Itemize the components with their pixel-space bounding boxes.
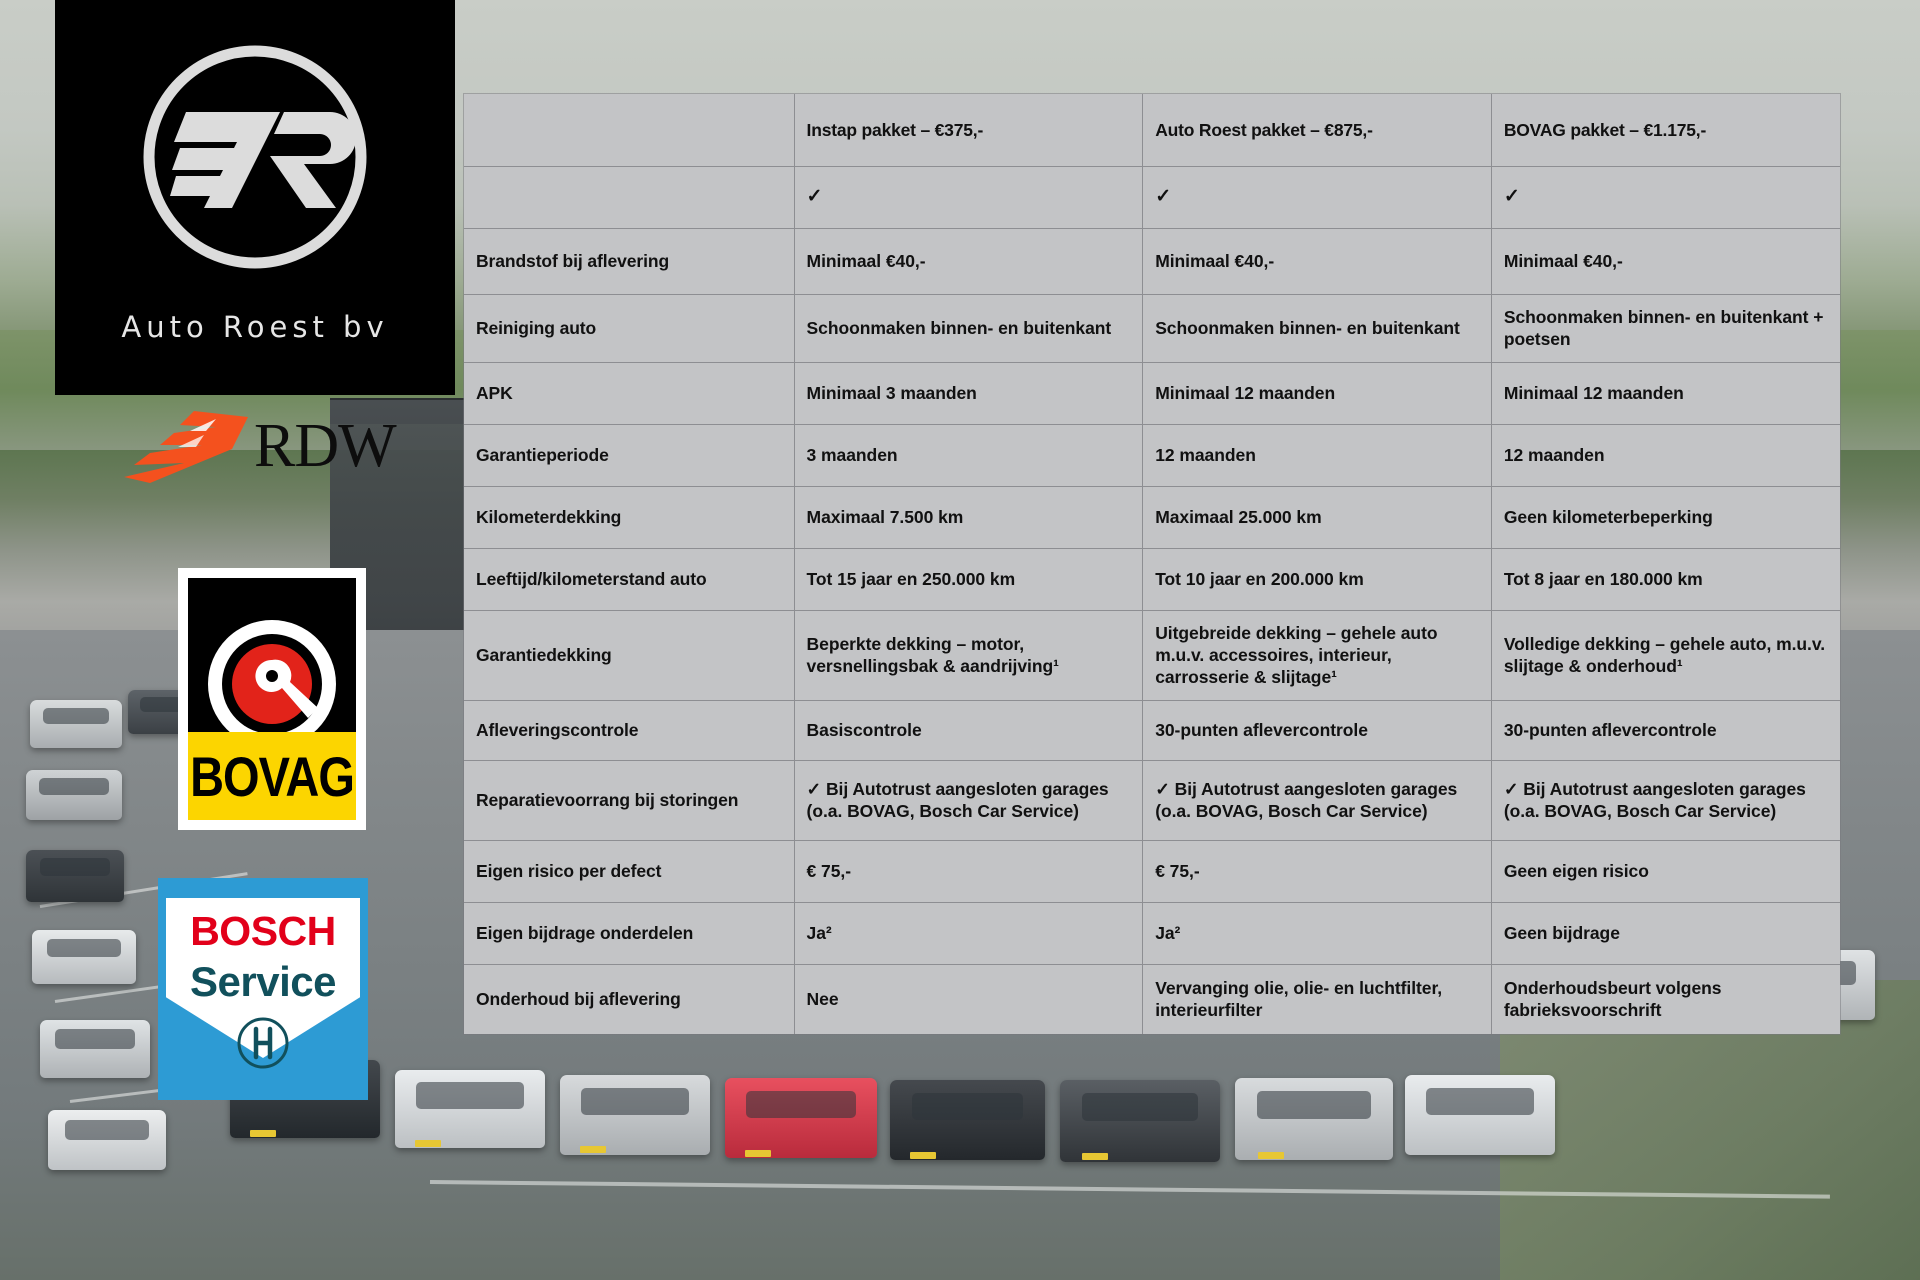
cell-leeftijd-bovag: Tot 8 jaar en 180.000 km (1491, 548, 1840, 611)
bosch-wordmark: BOSCH (190, 908, 336, 954)
rdw-certification-logo: RDW (120, 398, 420, 493)
table-row: Eigen bijdrage onderdelen Ja² Ja² Geen b… (464, 902, 1840, 965)
bosch-armature-icon (237, 1017, 289, 1069)
row-label-onderhoud: Onderhoud bij aflevering (464, 964, 795, 1035)
table-row: Eigen risico per defect € 75,- € 75,- Ge… (464, 840, 1840, 903)
cell-brandstof-autoroest: Minimaal €40,- (1142, 228, 1492, 295)
table-row: Garantieperiode 3 maanden 12 maanden 12 … (464, 424, 1840, 487)
table-body: ✓ ✓ ✓ Brandstof bij aflevering Minimaal … (464, 166, 1840, 1035)
table-header: Instap pakket – €375,- Auto Roest pakket… (464, 94, 1840, 167)
bosch-service-wordmark: Service (190, 958, 336, 1005)
cell-onderhoud-instap: Nee (794, 964, 1144, 1035)
cell-apk-bovag: Minimaal 12 maanden (1491, 362, 1840, 425)
check-bovag: ✓ (1491, 166, 1840, 229)
cell-afleveringscontrole-instap: Basiscontrole (794, 700, 1144, 761)
cell-afleveringscontrole-autoroest: 30-punten aflevercontrole (1142, 700, 1492, 761)
table-row: Reparatievoorrang bij storingen ✓ Bij Au… (464, 760, 1840, 841)
cell-eigen-bijdrage-autoroest: Ja² (1142, 902, 1492, 965)
brand-logo-panel: Auto Roest bv (55, 0, 455, 395)
row-label-garantieperiode: Garantieperiode (464, 424, 795, 487)
cell-reparatievoorrang-instap: ✓ Bij Autotrust aangesloten garages (o.a… (794, 760, 1144, 841)
cell-eigen-bijdrage-bovag: Geen bijdrage (1491, 902, 1840, 965)
bovag-target-icon (208, 620, 336, 749)
cell-kilometerdekking-bovag: Geen kilometerbeperking (1491, 486, 1840, 549)
cell-brandstof-instap: Minimaal €40,- (794, 228, 1144, 295)
cell-apk-instap: Minimaal 3 maanden (794, 362, 1144, 425)
cell-apk-autoroest: Minimaal 12 maanden (1142, 362, 1492, 425)
table-row: Onderhoud bij aflevering Nee Vervanging … (464, 964, 1840, 1035)
table-row: APK Minimaal 3 maanden Minimaal 12 maand… (464, 362, 1840, 425)
row-label-afleveringscontrole: Afleveringscontrole (464, 700, 795, 761)
table-row: Reiniging auto Schoonmaken binnen- en bu… (464, 294, 1840, 363)
table-row-included: ✓ ✓ ✓ (464, 166, 1840, 229)
cell-garantieperiode-bovag: 12 maanden (1491, 424, 1840, 487)
cell-eigen-risico-bovag: Geen eigen risico (1491, 840, 1840, 903)
table-row: Garantiedekking Beperkte dekking – motor… (464, 610, 1840, 701)
cell-leeftijd-instap: Tot 15 jaar en 250.000 km (794, 548, 1144, 611)
rdw-wordmark: RDW (254, 411, 397, 480)
cell-onderhoud-autoroest: Vervanging olie, olie- en luchtfilter, i… (1142, 964, 1492, 1035)
package-comparison-table-container: Instap pakket – €375,- Auto Roest pakket… (464, 94, 1840, 1035)
row-label-reiniging: Reiniging auto (464, 294, 795, 363)
cell-garantiedekking-instap: Beperkte dekking – motor, versnellingsba… (794, 610, 1144, 701)
row-label-eigen-bijdrage: Eigen bijdrage onderdelen (464, 902, 795, 965)
check-instap: ✓ (794, 166, 1144, 229)
column-header-bovag-pakket: BOVAG pakket – €1.175,- (1491, 94, 1840, 167)
check-auto-roest: ✓ (1142, 166, 1492, 229)
row-label-included (464, 166, 795, 229)
cell-onderhoud-bovag: Onderhoudsbeurt volgens fabrieksvoorschr… (1491, 964, 1840, 1035)
row-label-brandstof: Brandstof bij aflevering (464, 228, 795, 295)
row-label-garantiedekking: Garantiedekking (464, 610, 795, 701)
cell-kilometerdekking-instap: Maximaal 7.500 km (794, 486, 1144, 549)
cell-leeftijd-autoroest: Tot 10 jaar en 200.000 km (1142, 548, 1492, 611)
cell-eigen-risico-autoroest: € 75,- (1142, 840, 1492, 903)
cell-eigen-bijdrage-instap: Ja² (794, 902, 1144, 965)
table-header-row: Instap pakket – €375,- Auto Roest pakket… (464, 94, 1840, 167)
table-row: Leeftijd/kilometerstand auto Tot 15 jaar… (464, 548, 1840, 611)
bovag-band: BOVAG (188, 732, 356, 820)
cell-afleveringscontrole-bovag: 30-punten aflevercontrole (1491, 700, 1840, 761)
table-row: Kilometerdekking Maximaal 7.500 km Maxim… (464, 486, 1840, 549)
column-header-auto-roest-pakket: Auto Roest pakket – €875,- (1142, 94, 1492, 167)
cell-eigen-risico-instap: € 75,- (794, 840, 1144, 903)
cell-reiniging-bovag: Schoonmaken binnen- en buitenkant + poet… (1491, 294, 1840, 363)
package-comparison-table: Instap pakket – €375,- Auto Roest pakket… (464, 94, 1840, 1035)
table-row: Afleveringscontrole Basiscontrole 30-pun… (464, 700, 1840, 761)
cell-reiniging-autoroest: Schoonmaken binnen- en buitenkant (1142, 294, 1492, 363)
bosch-service-certification-logo: BOSCH Service (158, 878, 368, 1100)
cell-reparatievoorrang-autoroest: ✓ Bij Autotrust aangesloten garages (o.a… (1142, 760, 1492, 841)
cell-reparatievoorrang-bovag: ✓ Bij Autotrust aangesloten garages (o.a… (1491, 760, 1840, 841)
row-label-eigen-risico: Eigen risico per defect (464, 840, 795, 903)
auto-roest-monogram-icon (143, 45, 367, 269)
cell-brandstof-bovag: Minimaal €40,- (1491, 228, 1840, 295)
cell-kilometerdekking-autoroest: Maximaal 25.000 km (1142, 486, 1492, 549)
table-row: Brandstof bij aflevering Minimaal €40,- … (464, 228, 1840, 295)
cell-garantiedekking-autoroest: Uitgebreide dekking – gehele auto m.u.v.… (1142, 610, 1492, 701)
row-label-reparatievoorrang: Reparatievoorrang bij storingen (464, 760, 795, 841)
cell-garantieperiode-instap: 3 maanden (794, 424, 1144, 487)
cell-reiniging-instap: Schoonmaken binnen- en buitenkant (794, 294, 1144, 363)
column-header-feature (464, 94, 795, 167)
bovag-certification-logo: BOVAG (178, 568, 366, 830)
rdw-feather-icon (124, 410, 248, 483)
brand-name: Auto Roest bv (121, 310, 389, 344)
column-header-instap-pakket: Instap pakket – €375,- (794, 94, 1144, 167)
cell-garantiedekking-bovag: Volledige dekking – gehele auto, m.u.v. … (1491, 610, 1840, 701)
cell-garantieperiode-autoroest: 12 maanden (1142, 424, 1492, 487)
bovag-wordmark: BOVAG (190, 744, 355, 808)
row-label-apk: APK (464, 362, 795, 425)
row-label-leeftijd: Leeftijd/kilometerstand auto (464, 548, 795, 611)
row-label-kilometerdekking: Kilometerdekking (464, 486, 795, 549)
